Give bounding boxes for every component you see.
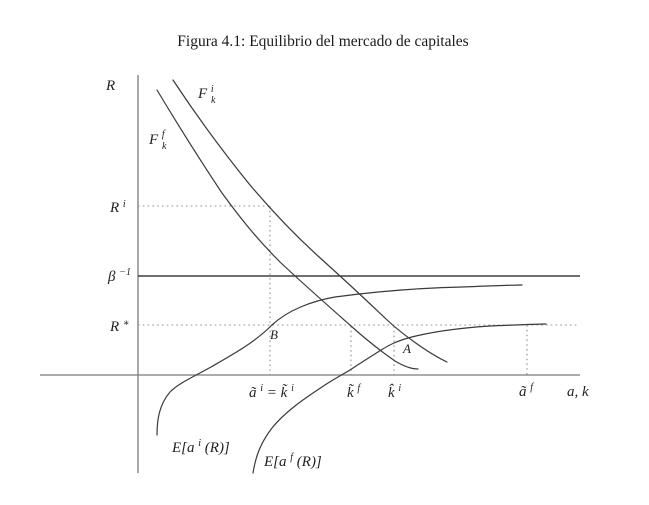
k-tilde-f-base: k̃ (347, 384, 354, 401)
fk-f-superscript: f (162, 129, 166, 140)
e-a-f-superscript: f (290, 452, 294, 463)
tick-beta-inverse: β −1 (107, 267, 131, 285)
fk-i-superscript: i (211, 84, 214, 95)
curve-fk-f (156, 89, 419, 370)
e-a-i-superscript: i (198, 438, 201, 449)
equals-k-tilde: = k̃ (267, 384, 288, 401)
label-fk-f: F f k (148, 125, 168, 152)
tick-a-tilde-f: ã f (519, 382, 534, 400)
tick-r-i: R i (109, 199, 126, 216)
e-a-i-pre: E[a (171, 440, 195, 456)
e-a-i-post: (R)] (205, 440, 230, 456)
fk-f-base: F (148, 132, 159, 148)
beta-superscript: −1 (119, 267, 131, 278)
e-a-f-pre: E[a (263, 454, 287, 470)
x-axis-label: a, k (567, 384, 589, 400)
a-tilde-f-base: ã (519, 384, 527, 400)
label-e-a-f: E[a f (R)] (263, 448, 322, 470)
r-star-superscript: ∗ (123, 318, 130, 329)
label-e-a-i: E[a i (R)] (171, 434, 230, 456)
r-i-base: R (109, 200, 119, 216)
point-a-label: A (402, 341, 411, 356)
tick-k-tilde-f: k̃ f (347, 383, 361, 401)
tick-a-i-equals-k-i: ã i = k̃ i (249, 379, 294, 401)
k-hat-i-superscript: i (398, 383, 401, 394)
k-tilde-f-superscript: f (357, 383, 361, 394)
k-hat-i-base: k̂ (388, 384, 395, 401)
k-tilde-i-superscript: i (291, 383, 294, 394)
a-tilde-i-superscript: i (260, 383, 263, 394)
curve-fk-i (172, 79, 448, 363)
a-tilde-f-superscript: f (530, 382, 534, 393)
fk-i-base: F (197, 86, 208, 102)
a-tilde-i-base: ã (249, 385, 257, 401)
tick-k-hat-i: k̂ i (388, 383, 401, 401)
beta-base: β (107, 269, 116, 285)
point-b-label: B (270, 327, 278, 342)
tick-r-star: R ∗ (109, 318, 130, 335)
r-star-base: R (109, 319, 119, 335)
e-a-f-post: (R)] (297, 454, 322, 470)
r-i-superscript: i (123, 199, 126, 210)
curve-e-a-i (156, 284, 523, 436)
label-fk-i: F i k (197, 80, 217, 106)
curve-e-a-f (252, 323, 547, 474)
y-axis-label: R (105, 78, 115, 94)
figure-title: Figura 4.1: Equilibrio del mercado de ca… (177, 33, 468, 50)
fk-f-subscript: k (162, 141, 167, 152)
fk-i-subscript: k (211, 95, 216, 106)
